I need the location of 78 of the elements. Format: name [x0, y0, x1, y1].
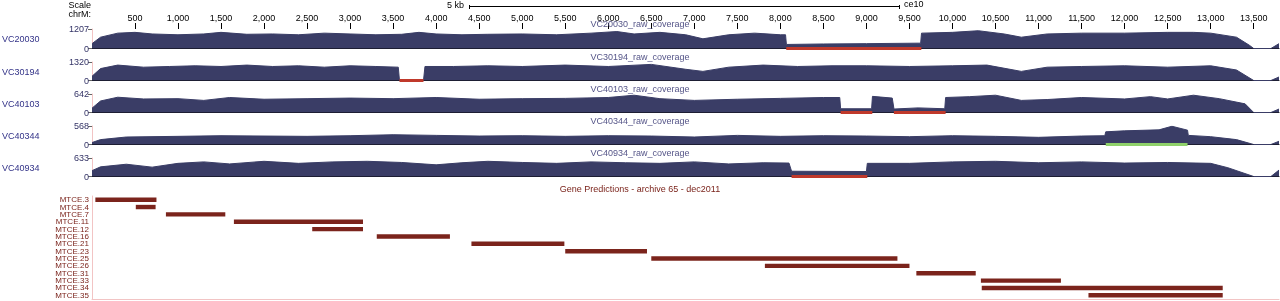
bar	[471, 241, 565, 247]
x-tick-label: 10,000	[938, 12, 967, 23]
bar	[764, 263, 910, 269]
y-axis-title: VC40344	[2, 130, 40, 141]
y-tick-label: MTCE.34	[55, 283, 90, 293]
bar	[95, 197, 157, 202]
x-tick-label: 6,500	[640, 12, 663, 23]
y-tick-label: 0	[83, 43, 89, 54]
chart-title: Gene Predictions - archive 65 - dec2011	[559, 183, 721, 194]
x-tick-label: 7,500	[726, 12, 749, 23]
x-tick-label: 5,500	[553, 12, 577, 23]
y-tick-label: 1320	[68, 57, 89, 67]
x-tick-label: 2,500	[295, 12, 319, 23]
text: Scale	[68, 0, 91, 10]
bar	[981, 285, 1223, 291]
x-tick-label: 8,000	[769, 12, 792, 23]
y-tick-label: MTCE.23	[55, 246, 90, 256]
chart-title: VC40103_raw_coverage	[590, 83, 690, 94]
bar	[312, 226, 363, 232]
bar	[565, 248, 647, 254]
x-tick-label: 5,000	[510, 12, 534, 23]
y-axis-title: VC30194	[2, 66, 40, 77]
x-tick-label: 11,000	[1025, 12, 1052, 23]
x-tick-label: 3,000	[338, 12, 362, 23]
text: chrM:	[68, 8, 91, 19]
bar	[233, 219, 363, 224]
y-tick-label: MTCE.31	[55, 268, 90, 278]
y-tick-label: MTCE.25	[55, 254, 90, 264]
bar	[651, 256, 898, 261]
x-tick-label: 11,500	[1068, 12, 1096, 23]
y-tick-label: MTCE.11	[55, 217, 90, 227]
x-tick-label: 8,500	[812, 12, 835, 23]
x-tick-label: 13,000	[1196, 12, 1225, 23]
y-tick-label: 0	[83, 75, 89, 86]
y-axis-title: VC40934	[2, 162, 40, 173]
chart-title: VC40934_raw_coverage	[590, 147, 690, 158]
bar	[376, 234, 450, 239]
x-tick-label: 2,000	[252, 12, 276, 23]
y-tick-label: MTCE.33	[55, 276, 90, 286]
x-tick-label: 500	[127, 12, 143, 23]
text: 5 kb	[447, 0, 465, 10]
y-axis-title: VC20030	[2, 33, 40, 44]
x-tick-label: 12,000	[1110, 12, 1139, 23]
text: ce10	[904, 0, 924, 9]
bar	[980, 278, 1061, 283]
bar	[916, 271, 976, 276]
y-axis-title: VC40103	[2, 98, 40, 109]
y-tick-label: MTCE.4	[59, 202, 90, 212]
y-tick-label: MTCE.21	[55, 239, 90, 249]
y-tick-label: 0	[83, 107, 89, 118]
chart-title: VC30194_raw_coverage	[590, 51, 690, 62]
y-tick-label: MTCE.3	[59, 195, 90, 205]
y-tick-label: MTCE.35	[55, 290, 90, 300]
y-tick-label: 0	[83, 171, 89, 182]
bar	[135, 204, 156, 210]
x-tick-label: 9,000	[855, 12, 878, 23]
y-tick-label: MTCE.7	[59, 209, 90, 219]
y-tick-label: 1207	[68, 24, 89, 34]
x-tick-label: 9,500	[898, 12, 921, 23]
y-tick-label: 633	[73, 153, 89, 163]
bar	[1088, 293, 1223, 298]
x-tick-label: 10,500	[981, 12, 1010, 23]
x-tick-label: 4,000	[424, 12, 448, 23]
x-tick-label: 12,500	[1153, 12, 1182, 23]
y-tick-label: 0	[83, 139, 89, 150]
bar	[165, 212, 226, 217]
x-tick-label: 4,500	[467, 12, 491, 23]
x-tick-label: 1,000	[166, 12, 190, 23]
y-tick-label: MTCE.12	[55, 224, 90, 234]
y-tick-label: MTCE.16	[55, 231, 90, 241]
y-tick-label: MTCE.26	[55, 261, 90, 271]
x-tick-label: 7,000	[683, 12, 706, 23]
x-tick-label: 13,500	[1239, 12, 1268, 23]
x-tick-label: 3,500	[381, 12, 405, 23]
y-tick-label: 568	[73, 121, 89, 131]
x-tick-label: 1,500	[209, 12, 233, 23]
y-tick-label: 642	[73, 89, 89, 99]
chart-title: VC40344_raw_coverage	[590, 115, 690, 126]
